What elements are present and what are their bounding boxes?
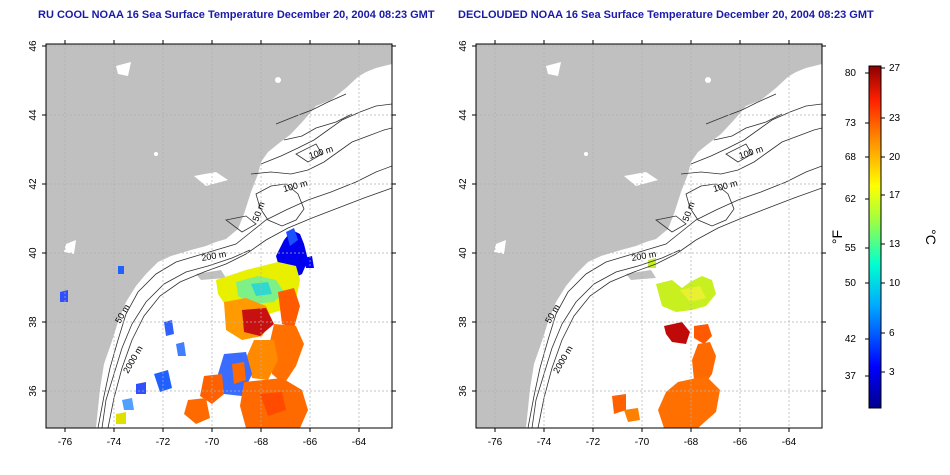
right-lon-tick: -74	[537, 437, 552, 448]
left-lon-tick: -68	[254, 437, 269, 448]
right-lon-tick: -72	[586, 437, 601, 448]
colorbar-f-tick: 50	[845, 278, 857, 289]
right-map-frame	[475, 43, 823, 429]
left-lon-tick: -64	[352, 437, 367, 448]
left-lon-tick: -66	[303, 437, 318, 448]
right-lon-tick: -64	[782, 437, 797, 448]
right-lon-tick: -70	[635, 437, 650, 448]
right-lat-tick: 38	[458, 316, 469, 328]
contour-label-200m: 200 m	[631, 249, 657, 263]
colorbar-c-tick: 17	[889, 190, 901, 201]
left-lat-tick: 42	[28, 178, 39, 190]
left-sst-field	[60, 228, 314, 428]
right-lat-tick: 42	[458, 178, 469, 190]
right-sst-field	[612, 258, 720, 428]
colorbar-f-tick: 42	[845, 334, 857, 345]
colorbar-f-tick: 62	[845, 194, 857, 205]
left-lat-tick: 38	[28, 316, 39, 328]
colorbar-c-tick: 13	[889, 239, 901, 250]
colorbar-c-tick: 20	[889, 152, 901, 163]
colorbar-c-tick: 27	[889, 63, 901, 74]
left-map-panel: 100 m 100 m 50 m 200 m 50 m 2000 m 46 44…	[28, 40, 396, 448]
right-lat-tick: 44	[458, 109, 469, 121]
left-lon-tick: -74	[107, 437, 122, 448]
left-lat-axis: 46 44 42 40 38 36	[28, 40, 396, 397]
right-lon-tick: -66	[733, 437, 748, 448]
colorbar-gradient	[868, 65, 882, 409]
colorbar-celsius-unit: °C	[923, 229, 939, 245]
right-lat-axis: 46 44 42 40 38 36	[458, 40, 826, 397]
colorbar-c-tick: 23	[889, 113, 901, 124]
colorbar-fahrenheit-unit: °F	[829, 230, 845, 244]
right-lon-axis: -76 -74 -72 -70 -68 -66 -64	[488, 40, 797, 448]
left-lon-tick: -76	[58, 437, 73, 448]
right-panel-title: DECLOUDED NOAA 16 Sea Surface Temperatur…	[458, 9, 874, 21]
right-lat-tick: 36	[458, 385, 469, 397]
colorbar-f-tick: 37	[845, 371, 857, 382]
colorbar-f-tick: 55	[845, 243, 857, 254]
colorbar-f-tick: 73	[845, 118, 857, 129]
left-lon-tick: -72	[156, 437, 171, 448]
colorbar-c-tick: 10	[889, 278, 901, 289]
left-panel-title: RU COOL NOAA 16 Sea Surface Temperature …	[38, 9, 435, 21]
colorbar-c-tick: 3	[889, 367, 895, 378]
colorbar-f-tick: 80	[845, 68, 857, 79]
left-map-frame	[45, 43, 393, 429]
colorbar-c-tick: 6	[889, 328, 895, 339]
colorbar: 80 73 68 62 55 50 42 37 27 23 20 17 13 1…	[829, 63, 939, 409]
contour-label-200m: 200 m	[201, 249, 227, 263]
left-lat-tick: 40	[28, 247, 39, 259]
right-lon-tick: -68	[684, 437, 699, 448]
left-lon-tick: -70	[205, 437, 220, 448]
left-lat-tick: 44	[28, 109, 39, 121]
colorbar-f-tick: 68	[845, 152, 857, 163]
left-lat-tick: 46	[28, 40, 39, 52]
left-lat-tick: 36	[28, 385, 39, 397]
right-lon-tick: -76	[488, 437, 503, 448]
right-lat-tick: 40	[458, 247, 469, 259]
right-map-panel: 100 m 100 m 50 m 200 m 50 m 2000 m 46 44…	[458, 40, 826, 448]
left-lon-axis: -76 -74 -72 -70 -68 -66 -64	[58, 40, 367, 448]
right-lat-tick: 46	[458, 40, 469, 52]
